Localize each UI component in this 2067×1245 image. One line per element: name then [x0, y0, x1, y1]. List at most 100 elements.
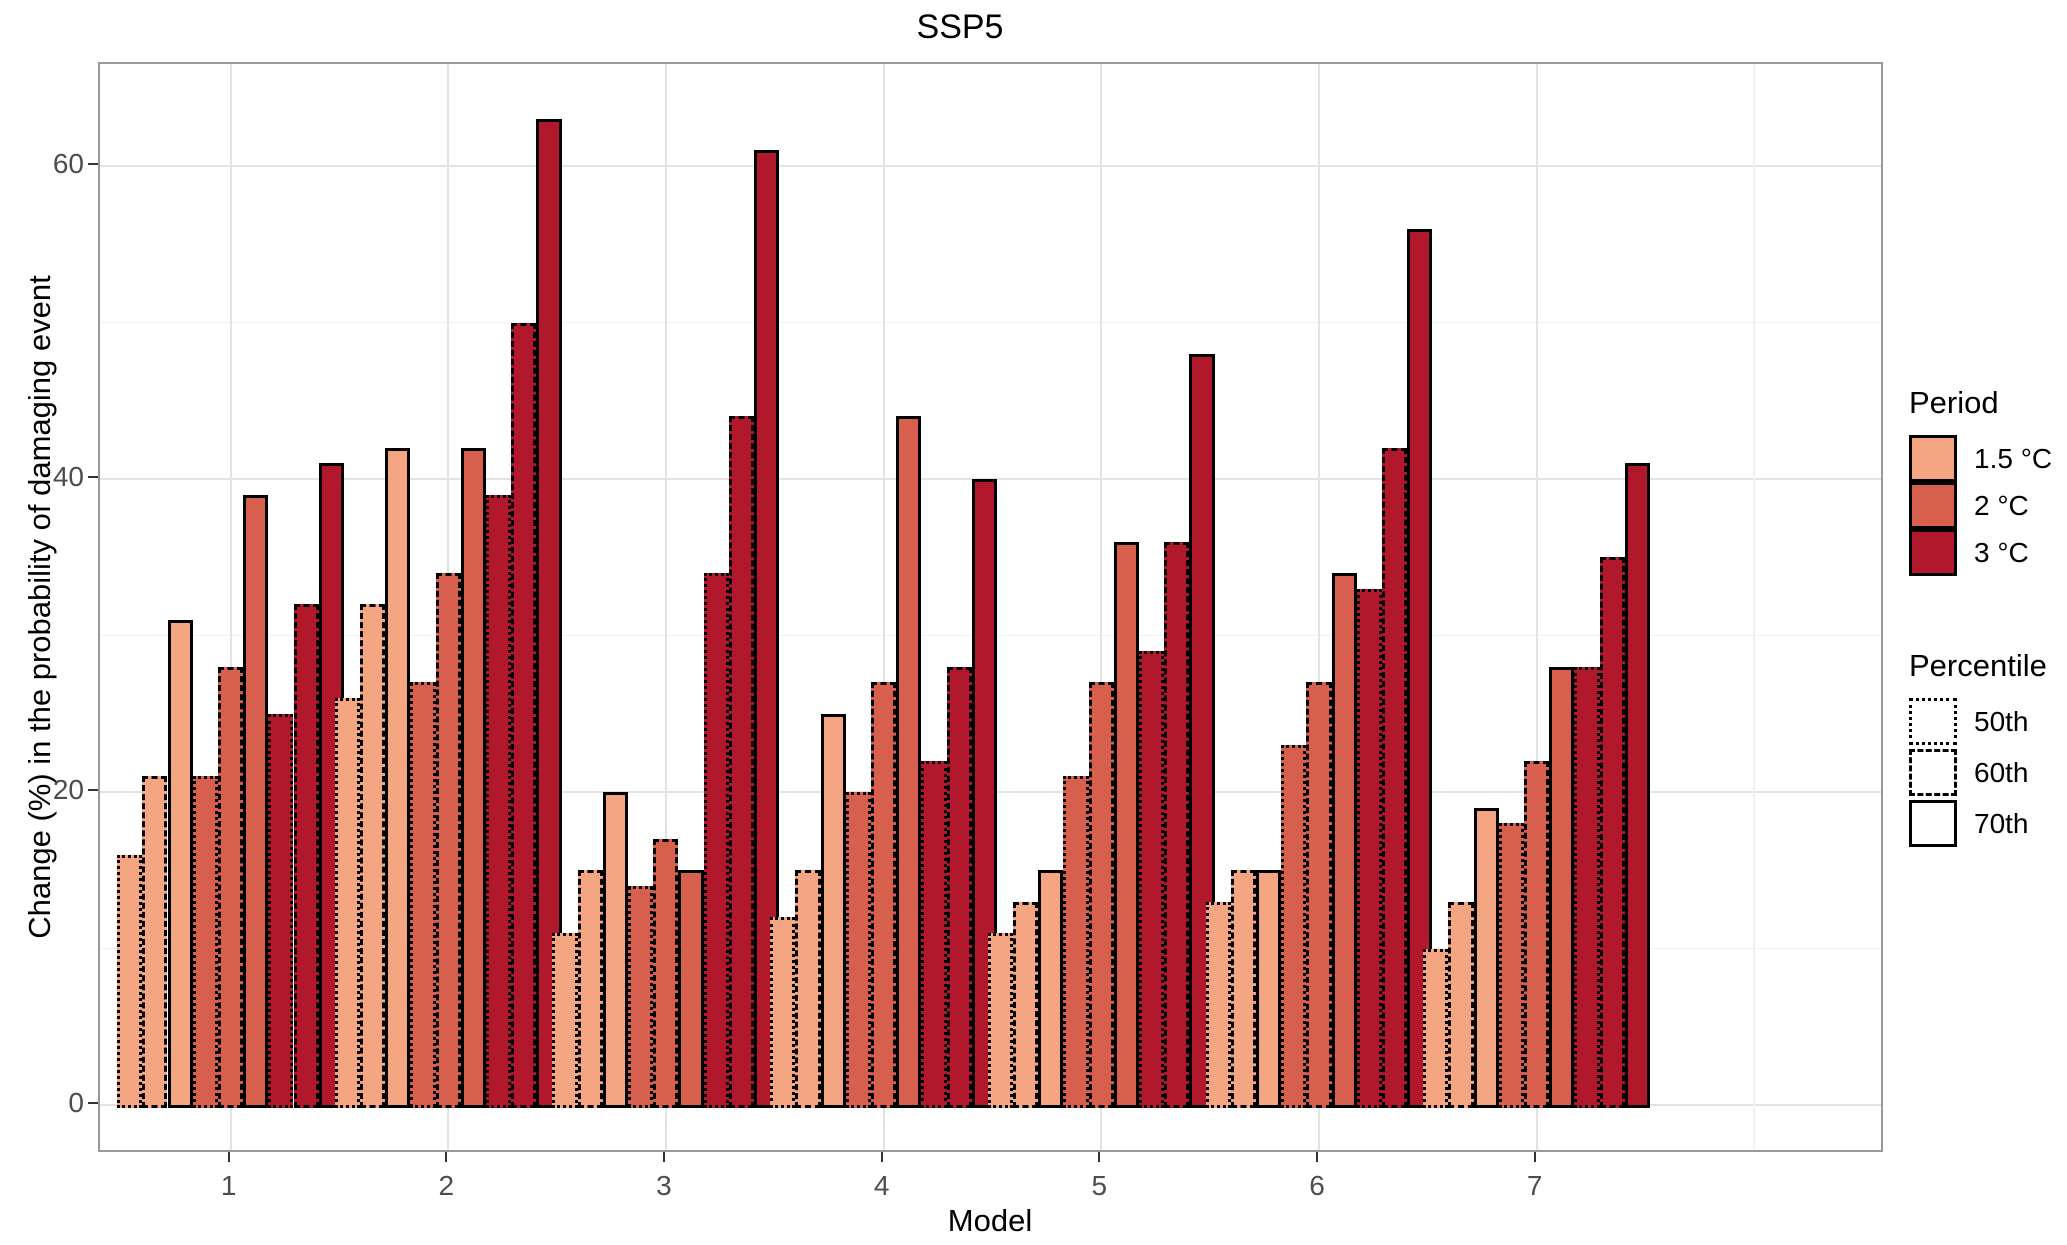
bar-model4-3°C-60th — [946, 666, 972, 1108]
x-axis-tick — [662, 1152, 665, 1162]
x-axis-tick-label: 5 — [1091, 1170, 1108, 1201]
legend-item-label: 70th — [1974, 807, 2029, 839]
gridline-major-x — [1100, 64, 1103, 1150]
gridline-major-x — [229, 64, 232, 1150]
percentile-swatch — [1909, 698, 1957, 745]
bar-model4-1.5°C-50th — [770, 917, 796, 1108]
legend-period-title: Period — [1909, 385, 1999, 420]
x-axis-tick-label: 1 — [220, 1170, 237, 1201]
bar-model3-3°C-50th — [703, 572, 729, 1108]
x-axis-tick — [227, 1152, 230, 1162]
legend-percentile-items: 50th 60th 70th — [1909, 698, 2067, 851]
plot-panel — [98, 62, 1883, 1152]
legend-item-label: 50th — [1974, 705, 2029, 737]
bar-model2-3°C-60th — [511, 322, 537, 1108]
bar-model6-2°C-50th — [1281, 745, 1307, 1108]
gridline-major-x — [1318, 64, 1321, 1150]
bar-model6-1.5°C-50th — [1205, 901, 1231, 1108]
y-axis-title: Change (%) in the probability of damagin… — [22, 275, 57, 939]
bar-model4-2°C-50th — [845, 792, 871, 1108]
legend: Period 1.5 °C 2 °C 3 °C Percentile 50th 60t… — [1909, 385, 2067, 851]
legend-item-percentile: 60th — [1909, 749, 2067, 796]
bar-model7-1.5°C-50th — [1423, 948, 1449, 1108]
gridline-major-x — [664, 64, 667, 1150]
x-axis-tick-label: 4 — [873, 1170, 890, 1201]
y-axis-tick-label: 20 — [52, 774, 84, 805]
bar-model5-2°C-70th — [1113, 541, 1140, 1108]
bar-model4-2°C-70th — [896, 416, 922, 1108]
period-swatch — [1909, 529, 1957, 576]
bar-model5-3°C-60th — [1164, 541, 1190, 1108]
percentile-swatch — [1909, 749, 1957, 796]
bar-model1-3°C-50th — [268, 713, 294, 1108]
bar-model3-3°C-60th — [728, 416, 755, 1108]
bar-model3-1.5°C-70th — [602, 792, 629, 1108]
bar-model2-1.5°C-60th — [359, 604, 386, 1108]
gridline-minor-y — [100, 321, 1881, 323]
gridline-major-x — [882, 64, 885, 1150]
x-axis-tick-label: 7 — [1526, 1170, 1543, 1201]
bar-model7-3°C-50th — [1574, 666, 1600, 1108]
bar-model7-2°C-50th — [1498, 823, 1524, 1108]
legend-percentile-title: Percentile — [1909, 648, 2047, 683]
bar-model5-1.5°C-50th — [987, 932, 1014, 1108]
legend-period-group: Period 1.5 °C 2 °C 3 °C — [1909, 385, 2067, 576]
x-axis-tick-label: 2 — [438, 1170, 455, 1201]
plot-title: SSP5 — [916, 8, 1004, 46]
bar-model4-1.5°C-60th — [795, 870, 821, 1108]
y-axis-tick — [88, 789, 98, 791]
y-axis-tick — [88, 1102, 98, 1104]
x-axis-tick — [1533, 1152, 1536, 1162]
bar-model1-3°C-60th — [293, 604, 319, 1108]
bar-model6-2°C-70th — [1331, 572, 1357, 1108]
bar-model5-2°C-50th — [1063, 776, 1089, 1108]
legend-item-label: 3 °C — [1974, 536, 2029, 568]
bar-model2-2°C-50th — [410, 682, 436, 1108]
bar-model1-2°C-50th — [192, 776, 218, 1108]
bar-model2-1.5°C-70th — [385, 447, 411, 1108]
bar-model5-3°C-50th — [1139, 651, 1165, 1108]
bar-model1-2°C-60th — [217, 666, 244, 1108]
gridline-major-x — [1535, 64, 1538, 1150]
y-axis-tick-label: 60 — [52, 148, 84, 179]
bar-model5-1.5°C-70th — [1038, 870, 1064, 1108]
x-axis-tick — [1098, 1152, 1101, 1162]
bar-model4-3°C-70th — [971, 479, 997, 1108]
bar-model2-2°C-70th — [460, 447, 486, 1108]
bar-model7-1.5°C-70th — [1473, 807, 1499, 1108]
bar-model5-2°C-60th — [1088, 682, 1114, 1108]
bar-model4-2°C-60th — [870, 682, 897, 1108]
x-axis-title: Model — [947, 1203, 1033, 1238]
period-swatch — [1909, 482, 1957, 529]
bar-model6-3°C-50th — [1356, 588, 1382, 1108]
legend-item-percentile: 70th — [1909, 800, 2067, 847]
bar-model7-2°C-70th — [1549, 666, 1575, 1108]
bar-model4-1.5°C-70th — [820, 713, 846, 1108]
bar-model1-1.5°C-60th — [142, 776, 168, 1108]
legend-item-label: 2 °C — [1974, 489, 2029, 521]
bar-model1-2°C-70th — [243, 494, 269, 1108]
x-axis-tick-label: 6 — [1309, 1170, 1325, 1201]
legend-percentile-group: Percentile 50th 60th 70th — [1909, 648, 2067, 851]
y-axis-tick — [88, 163, 98, 165]
legend-item-period: 1.5 °C — [1909, 435, 2067, 482]
legend-item-period: 3 °C — [1909, 529, 2067, 576]
x-axis-tick-label: 3 — [656, 1170, 672, 1201]
bar-model5-1.5°C-60th — [1013, 901, 1039, 1108]
bar-model7-1.5°C-60th — [1448, 901, 1474, 1108]
legend-period-items: 1.5 °C 2 °C 3 °C — [1909, 435, 2067, 576]
bar-model3-2°C-60th — [653, 838, 679, 1108]
bar-model3-2°C-70th — [678, 870, 704, 1108]
bar-model7-3°C-60th — [1599, 557, 1625, 1108]
bar-model7-3°C-70th — [1624, 463, 1650, 1108]
bar-model6-2°C-60th — [1306, 682, 1332, 1108]
y-axis-tick-label: 0 — [68, 1087, 84, 1118]
bar-model1-1.5°C-70th — [167, 619, 193, 1108]
gridline-minor-x — [1753, 64, 1755, 1150]
percentile-swatch — [1909, 800, 1957, 847]
x-axis-tick — [1316, 1152, 1319, 1162]
bar-model2-1.5°C-50th — [334, 698, 360, 1108]
bar-model6-3°C-60th — [1381, 447, 1408, 1108]
x-axis-tick — [445, 1152, 448, 1162]
legend-item-label: 1.5 °C — [1974, 442, 2053, 474]
